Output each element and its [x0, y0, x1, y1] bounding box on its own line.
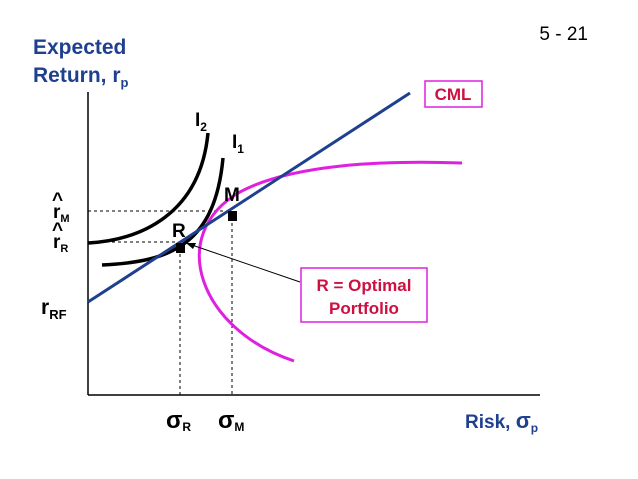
- capital-market-line: [87, 91, 411, 304]
- rr-tick-sub: R: [60, 243, 68, 255]
- cml-label: CML: [435, 85, 472, 104]
- x-axis-label-main: Risk,: [465, 412, 516, 433]
- i1-label-sub: 1: [237, 142, 244, 156]
- callout-line1: R = Optimal: [317, 276, 412, 295]
- rr-hat: ^: [52, 220, 63, 241]
- rm-tick-sub: M: [60, 213, 69, 225]
- i2-label-main: I: [195, 110, 200, 131]
- y-axis-label-line1: Expected: [33, 36, 126, 59]
- callout-box: [300, 267, 428, 323]
- y-axis-label-sub: p: [121, 75, 129, 90]
- sigma-r-tick-sub: R: [182, 420, 191, 434]
- x-axis-label-sub: p: [531, 421, 538, 435]
- efficient-frontier: [197, 160, 463, 363]
- point-m-marker: [228, 211, 237, 221]
- sigma-m-tick-label: σM: [218, 407, 244, 434]
- i1-label: I1: [232, 132, 244, 156]
- rr-tick-main: r: [53, 232, 61, 253]
- indifference-curve-i2: [87, 132, 210, 245]
- sigma-m-tick-sigma: σ: [218, 407, 234, 434]
- indifference-curve-i1: [101, 157, 225, 267]
- point-m-label: M: [224, 185, 240, 206]
- callout-pointer: [188, 243, 301, 283]
- x-axis-label-sigma: σ: [516, 408, 531, 433]
- x-axis-label: Risk, σp: [465, 408, 538, 435]
- point-r-label: R: [172, 221, 186, 242]
- callout-line2: Portfolio: [329, 299, 399, 318]
- sigma-r-tick-sigma: σ: [166, 407, 182, 434]
- sigma-r-tick-label: σR: [166, 407, 191, 434]
- y-axis-label-line2: Return, rp: [33, 64, 129, 90]
- i2-label-sub: 2: [200, 120, 207, 134]
- y-axis-label-main: Return, r: [33, 64, 121, 87]
- rm-tick-label: rM: [53, 202, 70, 225]
- rrf-tick-main: r: [41, 296, 49, 319]
- rrf-tick-sub: RF: [49, 307, 66, 322]
- point-r-marker: [176, 243, 185, 253]
- cml-label-box: [424, 80, 483, 108]
- rr-tick-label: rR: [53, 232, 68, 255]
- sigma-m-tick-sub: M: [234, 420, 244, 434]
- slide-number: 5 - 21: [539, 24, 588, 45]
- callout-arrowhead: [186, 243, 196, 249]
- rrf-tick-label: rRF: [41, 296, 67, 322]
- i1-label-main: I: [232, 132, 237, 153]
- rm-hat: ^: [52, 190, 63, 211]
- i2-label: I2: [195, 110, 207, 134]
- rm-tick-main: r: [53, 202, 61, 223]
